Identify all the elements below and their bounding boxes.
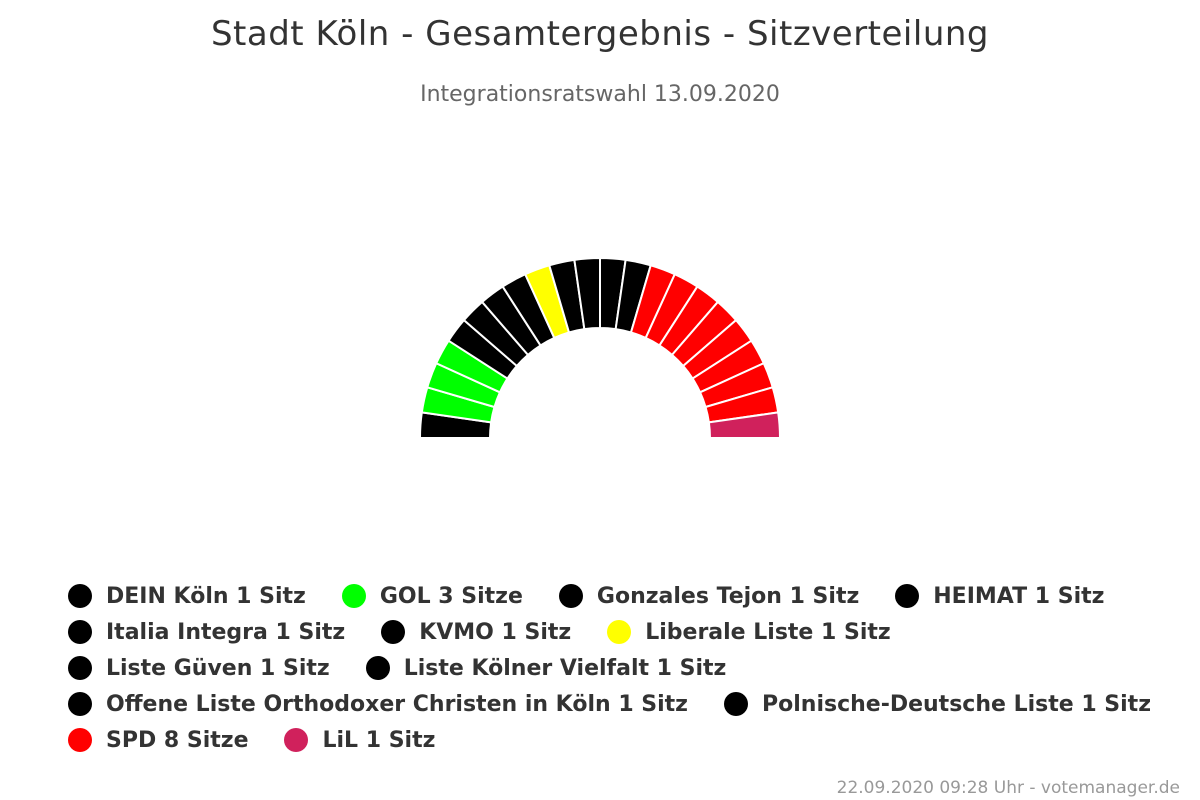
chart-subtitle: Integrationsratswahl 13.09.2020	[420, 82, 780, 107]
legend-marker-icon	[68, 656, 92, 680]
legend-item-heimat[interactable]: HEIMAT 1 Sitz	[895, 584, 1104, 609]
legend-item-kvmo[interactable]: KVMO 1 Sitz	[381, 620, 571, 645]
legend-marker-icon	[284, 728, 309, 752]
legend-label: GOL 3 Sitze	[379, 583, 523, 609]
legend-item-spd[interactable]: SPD 8 Sitze	[68, 728, 248, 753]
legend-item-liste-gueven[interactable]: Liste Güven 1 Sitz	[68, 656, 330, 681]
legend-item-liberale-liste[interactable]: Liberale Liste 1 Sitz	[607, 619, 891, 645]
parliament-chart	[419, 257, 781, 439]
seat-lil-1[interactable]	[707, 411, 781, 439]
legend-marker-icon	[68, 620, 92, 644]
legend-marker-icon	[558, 584, 583, 608]
legend-marker-icon	[381, 620, 406, 644]
legend-label: Polnische-Deutsche Liste 1 Sitz	[762, 691, 1151, 717]
legend-row: DEIN Köln 1 Sitz GOL 3 Sitze Gonzales Tejo…	[68, 578, 1178, 614]
legend-item-italia-integra[interactable]: Italia Integra 1 Sitz	[68, 620, 345, 645]
chart-legend: DEIN Köln 1 Sitz GOL 3 Sitze Gonzales Tejo…	[68, 578, 1178, 758]
legend-item-liste-koelner-vielfalt[interactable]: Liste Kölner Vielfalt 1 Sitz	[365, 655, 727, 681]
legend-label: Gonzales Tejon 1 Sitz	[596, 583, 860, 609]
legend-row: Liste Güven 1 Sitz Liste Kölner Vielfalt …	[68, 650, 1178, 686]
legend-item-polnische-deutsche-liste[interactable]: Polnische-Deutsche Liste 1 Sitz	[724, 692, 1151, 717]
legend-label: DEIN Köln 1 Sitz	[106, 583, 306, 609]
legend-label: LiL 1 Sitz	[322, 727, 436, 753]
legend-label: Liberale Liste 1 Sitz	[645, 619, 891, 645]
legend-item-lil[interactable]: LiL 1 Sitz	[284, 728, 435, 753]
legend-row: SPD 8 Sitze LiL 1 Sitz	[68, 722, 1178, 758]
legend-marker-icon	[895, 584, 920, 608]
legend-row: Italia Integra 1 Sitz KVMO 1 Sitz Liberale…	[68, 614, 1178, 650]
chart-title: Stadt Köln - Gesamtergebnis - Sitzvertei…	[210, 14, 990, 54]
legend-row: Offene Liste Orthodoxer Christen in Köln…	[68, 686, 1178, 722]
legend-item-dein-koeln[interactable]: DEIN Köln 1 Sitz	[68, 584, 306, 609]
legend-label: Liste Güven 1 Sitz	[106, 655, 330, 681]
legend-marker-icon	[341, 584, 366, 608]
legend-label: HEIMAT 1 Sitz	[933, 583, 1105, 609]
legend-item-offene-liste-orthodoxer-christen-in-koeln[interactable]: Offene Liste Orthodoxer Christen in Köln…	[68, 692, 688, 717]
legend-marker-icon	[607, 620, 632, 644]
credits-text[interactable]: 22.09.2020 09:28 Uhr - votemanager.de	[836, 778, 1180, 798]
legend-label: Italia Integra 1 Sitz	[106, 619, 346, 645]
legend-marker-icon	[68, 584, 92, 608]
legend-label: KVMO 1 Sitz	[419, 619, 572, 645]
legend-marker-icon	[365, 656, 390, 680]
legend-label: Liste Kölner Vielfalt 1 Sitz	[403, 655, 727, 681]
legend-marker-icon	[724, 692, 748, 716]
legend-item-gonzales-tejon[interactable]: Gonzales Tejon 1 Sitz	[558, 583, 860, 609]
legend-marker-icon	[68, 728, 92, 752]
legend-label: SPD 8 Sitze	[106, 727, 249, 753]
legend-item-gol[interactable]: GOL 3 Sitze	[341, 583, 523, 609]
legend-label: Offene Liste Orthodoxer Christen in Köln…	[106, 691, 688, 717]
legend-marker-icon	[68, 692, 92, 716]
